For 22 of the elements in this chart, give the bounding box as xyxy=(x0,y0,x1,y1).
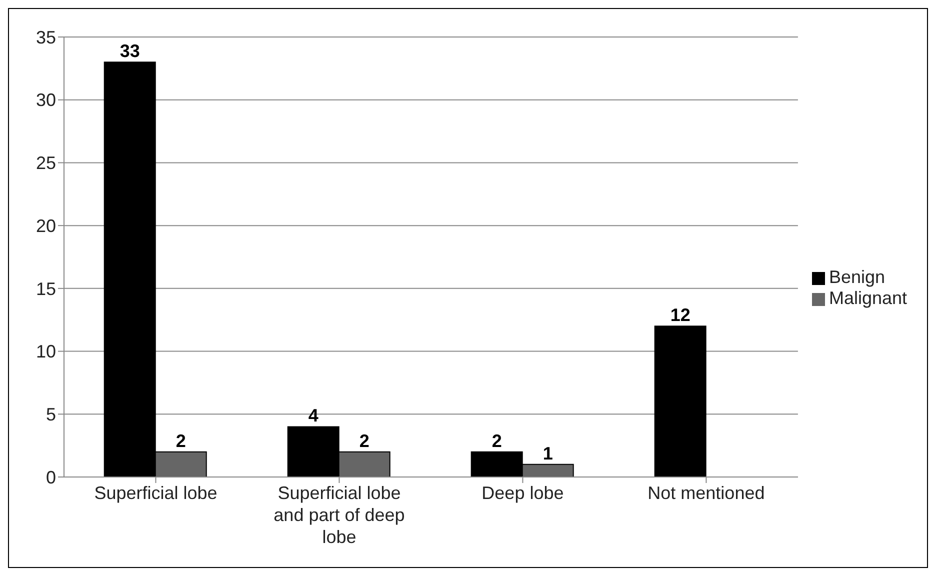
data-label: 12 xyxy=(670,305,690,326)
x-tick-label: Not mentioned xyxy=(648,483,765,503)
data-label: 1 xyxy=(542,443,553,464)
y-tick-label: 0 xyxy=(46,467,56,488)
data-label: 4 xyxy=(308,406,318,426)
x-tick-label: Superficial lobe xyxy=(94,483,218,503)
y-tick-label: 20 xyxy=(36,216,56,236)
data-label: 2 xyxy=(176,430,186,451)
data-label: 33 xyxy=(120,41,140,62)
y-tick-label: 10 xyxy=(36,342,56,362)
x-tick-label: Superficial lobe and part of deep lobe xyxy=(274,483,405,547)
y-tick-label: 30 xyxy=(36,90,56,110)
y-tick-label: 35 xyxy=(36,27,56,48)
data-label: 2 xyxy=(359,430,370,451)
x-tick-label: Deep lobe xyxy=(482,483,564,503)
bar xyxy=(654,326,706,477)
y-tick-label: 15 xyxy=(36,278,56,299)
legend-label: Benign xyxy=(828,267,886,287)
legend-label: Malignant xyxy=(828,288,907,308)
data-label: 2 xyxy=(492,430,502,451)
y-tick-label: 25 xyxy=(36,153,56,174)
y-tick-label: 5 xyxy=(46,404,56,425)
